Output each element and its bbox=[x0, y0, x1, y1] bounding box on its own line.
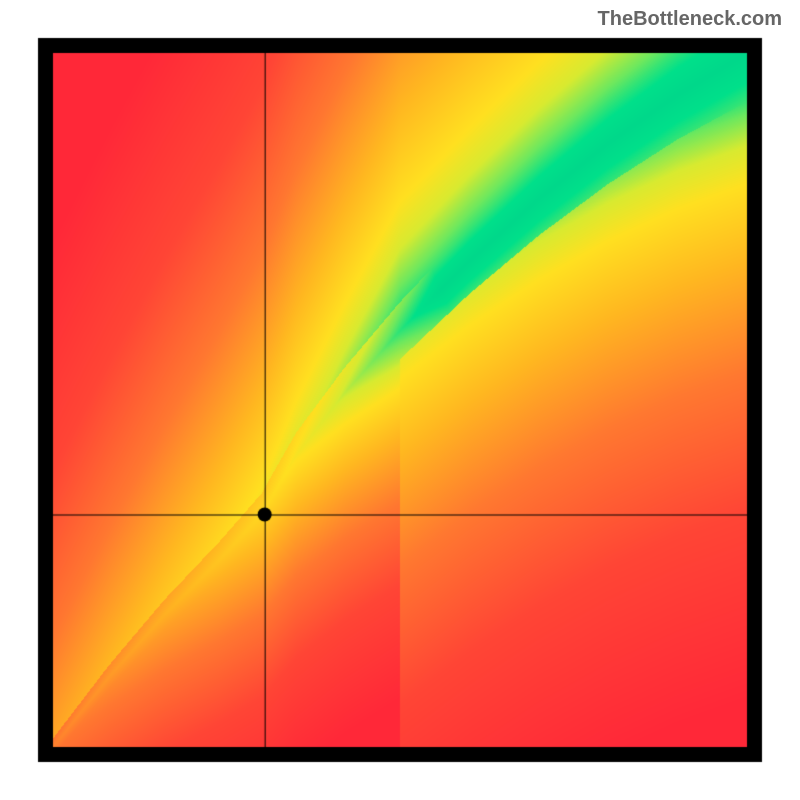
bottleneck-heatmap bbox=[0, 0, 800, 800]
watermark-text: TheBottleneck.com bbox=[598, 8, 782, 31]
